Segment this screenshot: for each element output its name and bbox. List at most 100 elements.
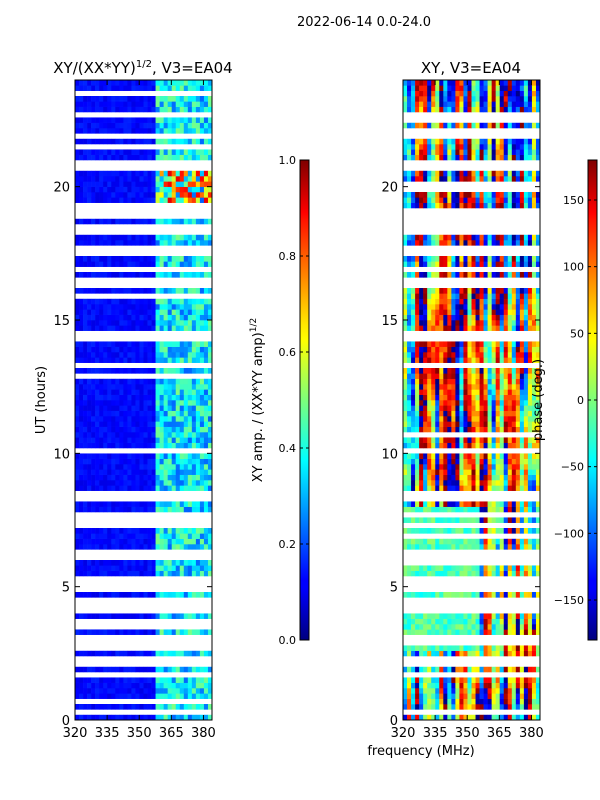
heatmap-cell	[87, 186, 92, 193]
heatmap-cell	[507, 650, 513, 657]
heatmap-cell	[475, 464, 480, 470]
heatmap-cell	[483, 693, 488, 699]
heatmap-cell	[427, 624, 432, 630]
heatmap-cell	[167, 154, 173, 161]
heatmap-cell	[499, 170, 505, 177]
heatmap-cell	[159, 101, 164, 107]
heatmap-cell	[179, 405, 185, 411]
heatmap-cell	[119, 432, 124, 438]
heatmap-cell	[455, 341, 460, 347]
heatmap-cell	[443, 176, 448, 182]
heatmap-cell	[179, 218, 185, 225]
heatmap-cell	[431, 469, 436, 475]
heatmap-cell	[171, 416, 177, 422]
heatmap-cell	[419, 309, 424, 315]
heatmap-cell	[167, 714, 173, 721]
heatmap-cell	[431, 421, 436, 427]
heatmap-cell	[463, 464, 468, 470]
heatmap-cell	[175, 544, 181, 550]
heatmap-cell	[459, 704, 464, 710]
heatmap-cell	[131, 506, 136, 513]
heatmap-cell	[199, 629, 205, 635]
heatmap-cell	[151, 410, 156, 417]
heatmap-cell	[191, 320, 197, 326]
heatmap-cell	[419, 416, 424, 422]
heatmap-cell	[91, 693, 96, 699]
heatmap-cell	[163, 304, 168, 310]
heatmap-cell	[183, 650, 189, 657]
heatmap-cell	[115, 138, 120, 145]
heatmap-cell	[507, 272, 513, 278]
heatmap-cell	[159, 474, 164, 481]
heatmap-cell	[419, 293, 424, 299]
heatmap-cell	[511, 293, 517, 299]
heatmap-cell	[463, 394, 468, 401]
heatmap-cell	[203, 506, 209, 513]
heatmap-cell	[439, 288, 444, 294]
heatmap-cell	[199, 197, 205, 203]
heatmap-cell	[411, 688, 416, 694]
heatmap-cell	[159, 501, 164, 507]
heatmap-cell	[487, 544, 492, 550]
heatmap-cell	[519, 400, 525, 406]
heatmap-cell	[103, 714, 108, 721]
heatmap-cell	[435, 714, 440, 721]
heatmap-cell	[191, 629, 197, 635]
heatmap-cell	[83, 378, 88, 385]
heatmap-cell	[179, 592, 185, 598]
heatmap-cell	[463, 693, 468, 699]
heatmap-cell	[475, 645, 480, 651]
heatmap-cell	[451, 346, 456, 353]
heatmap-cell	[455, 666, 460, 673]
heatmap-cell	[159, 400, 164, 406]
heatmap-cell	[471, 698, 476, 705]
heatmap-cell	[475, 618, 480, 625]
heatmap-cell	[175, 192, 181, 198]
heatmap-cell	[179, 560, 185, 566]
heatmap-cell	[147, 442, 152, 449]
heatmap-cell	[91, 480, 96, 486]
heatmap-cell	[471, 352, 476, 358]
heatmap-cell	[195, 234, 201, 241]
heatmap-cell	[179, 325, 185, 331]
heatmap-cell	[139, 405, 144, 411]
heatmap-cell	[179, 117, 185, 123]
heatmap-cell	[163, 528, 168, 534]
heatmap-cell	[175, 474, 181, 481]
heatmap-cell	[119, 122, 124, 129]
heatmap-cell	[463, 149, 468, 155]
flagged-gap	[403, 224, 540, 230]
heatmap-cell	[99, 410, 104, 417]
heatmap-cell	[207, 378, 213, 385]
heatmap-cell	[131, 538, 136, 545]
heatmap-cell	[531, 261, 537, 267]
heatmap-cell	[523, 437, 529, 443]
heatmap-cell	[451, 517, 456, 523]
heatmap-cell	[151, 320, 156, 326]
heatmap-cell	[203, 298, 209, 305]
heatmap-cell	[103, 416, 108, 422]
heatmap-cell	[423, 714, 428, 721]
heatmap-cell	[199, 400, 205, 406]
heatmap-cell	[115, 128, 120, 134]
heatmap-cell	[435, 192, 440, 198]
heatmap-cell	[443, 373, 448, 379]
heatmap-cell	[411, 149, 416, 155]
heatmap-cell	[191, 544, 197, 550]
heatmap-cell	[499, 416, 505, 422]
heatmap-cell	[83, 176, 88, 182]
heatmap-cell	[431, 570, 436, 577]
heatmap-cell	[127, 410, 132, 417]
heatmap-cell	[147, 480, 152, 486]
heatmap-cell	[183, 304, 189, 310]
heatmap-cell	[171, 256, 177, 262]
heatmap-cell	[179, 378, 185, 385]
heatmap-cell	[187, 101, 193, 107]
heatmap-cell	[159, 666, 164, 673]
heatmap-cell	[139, 570, 144, 577]
heatmap-cell	[523, 682, 529, 689]
heatmap-cell	[79, 304, 84, 310]
heatmap-cell	[79, 186, 84, 193]
heatmap-cell	[171, 272, 177, 278]
heatmap-cell	[411, 416, 416, 422]
